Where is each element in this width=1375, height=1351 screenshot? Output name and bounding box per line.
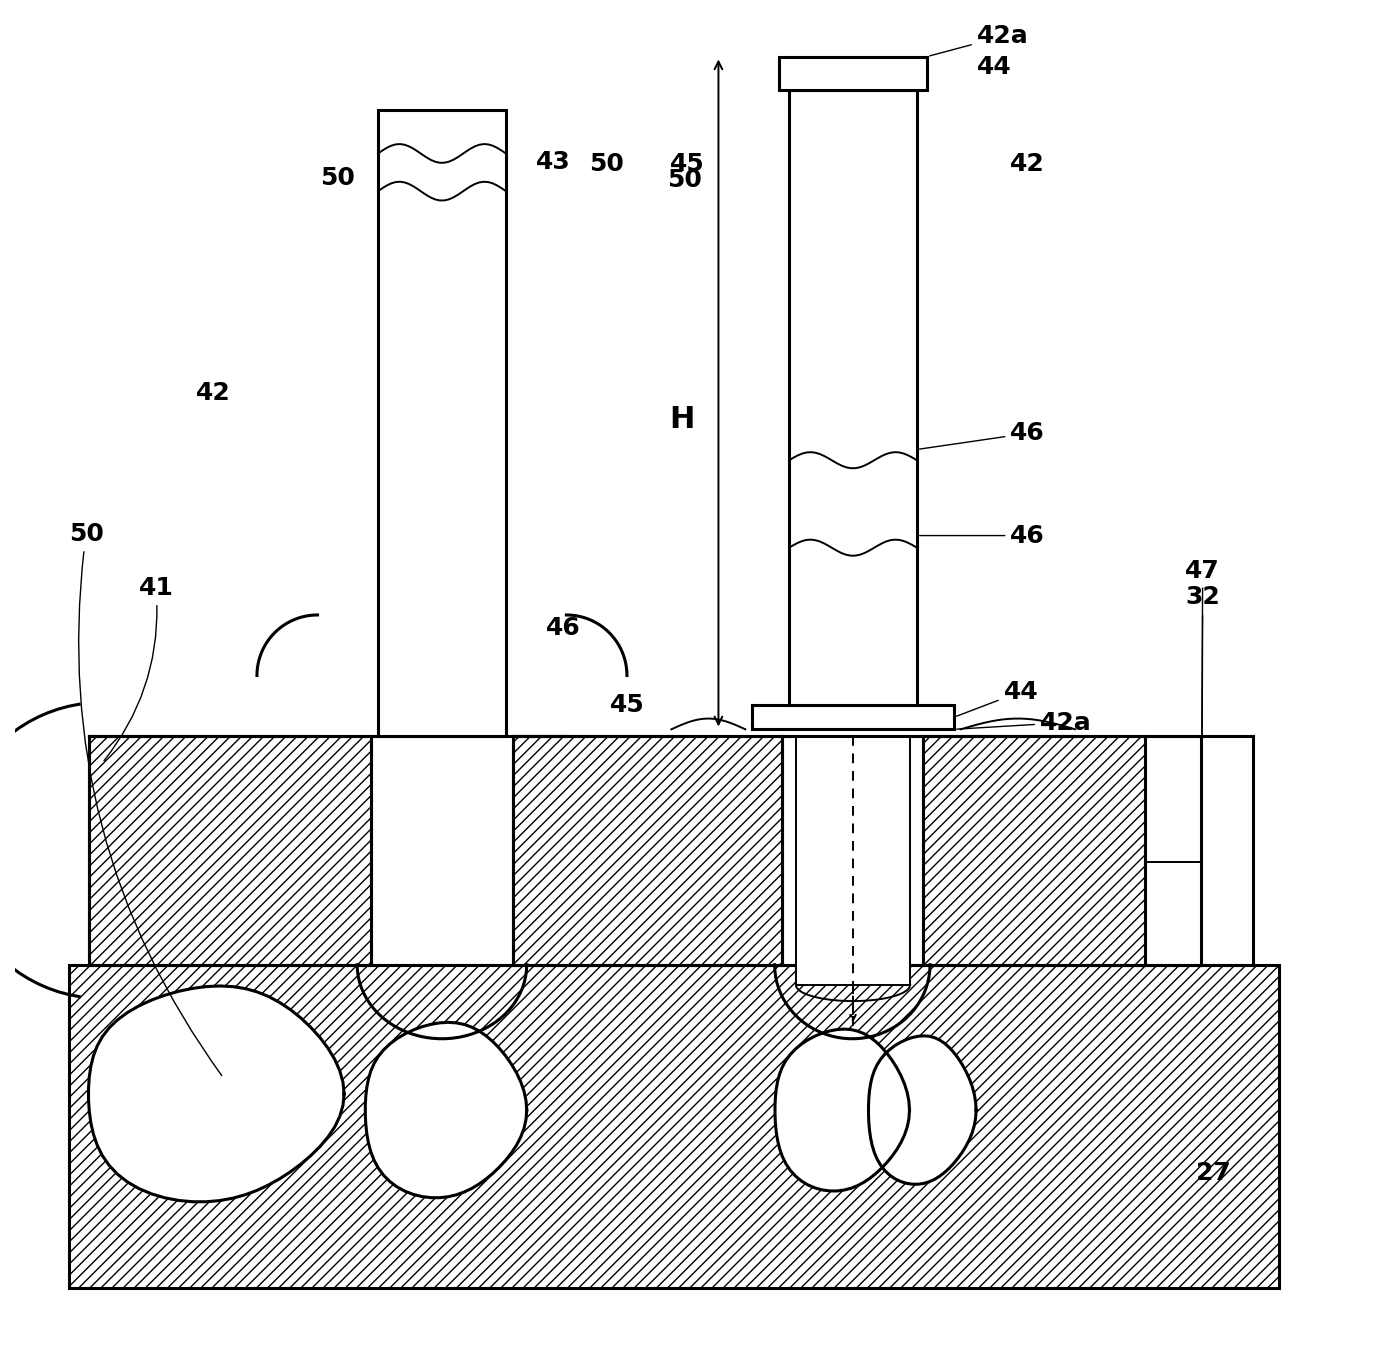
Text: 47: 47: [1185, 558, 1220, 790]
Text: 46: 46: [920, 524, 1045, 547]
Bar: [1145, 736, 1202, 965]
Bar: [923, 736, 1145, 965]
Bar: [796, 736, 910, 985]
Bar: [789, 91, 917, 705]
Bar: [513, 736, 781, 965]
Text: 44: 44: [957, 680, 1038, 716]
Polygon shape: [775, 1029, 909, 1192]
Bar: [89, 736, 371, 965]
Text: 46: 46: [920, 422, 1045, 449]
Text: 42a: 42a: [957, 711, 1092, 735]
Bar: [378, 111, 506, 736]
Bar: [69, 965, 1280, 1288]
Text: 50: 50: [590, 153, 624, 176]
Text: 45: 45: [670, 153, 705, 176]
Text: 41: 41: [104, 576, 173, 761]
Text: 43: 43: [536, 150, 571, 173]
Polygon shape: [88, 986, 344, 1202]
Text: 50: 50: [667, 169, 703, 192]
Bar: [752, 705, 954, 730]
Text: 46: 46: [546, 616, 582, 640]
Bar: [780, 57, 927, 91]
Polygon shape: [869, 1036, 976, 1185]
Text: 50: 50: [69, 523, 221, 1075]
Text: 50: 50: [320, 166, 355, 189]
Text: 27: 27: [1196, 1162, 1231, 1185]
Text: 44: 44: [976, 55, 1012, 80]
Text: H: H: [668, 405, 694, 435]
Text: 32: 32: [1185, 585, 1220, 916]
Text: 42: 42: [1011, 153, 1045, 176]
Text: 45: 45: [609, 693, 645, 717]
Polygon shape: [366, 1023, 527, 1198]
Text: 42: 42: [197, 381, 231, 405]
Text: 42a: 42a: [930, 24, 1028, 55]
